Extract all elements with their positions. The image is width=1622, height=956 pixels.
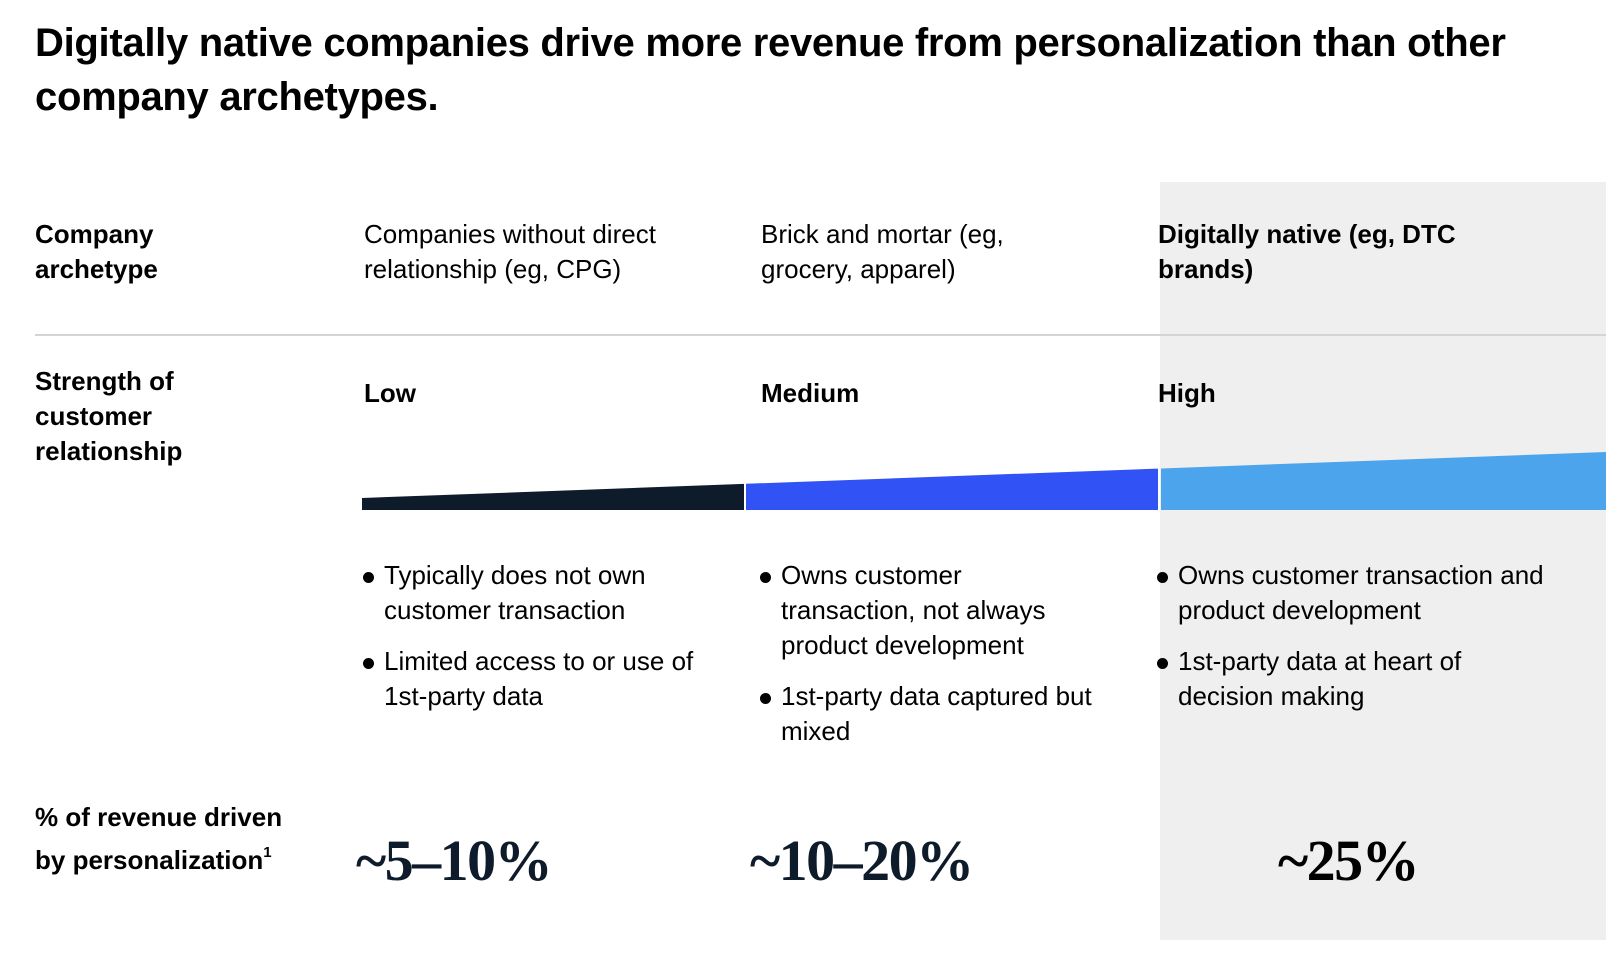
archetype-header-brick-mortar: Brick and mortar (eg, grocery, apparel) — [761, 219, 1004, 284]
wedge-segment-medium — [746, 468, 1158, 510]
revenue-value-brick-mortar: ~10–20% — [750, 828, 974, 893]
archetype-header-digitally-native: Digitally native (eg, DTC brands) — [1158, 219, 1456, 284]
strength-high: High — [1158, 378, 1216, 408]
bullet-list-digitally-native: Owns customer transaction and product de… — [1156, 558, 1556, 730]
strength-low: Low — [364, 378, 416, 408]
bullet-list-cpg: Typically does not own customer transact… — [362, 558, 702, 730]
revenue-value-cpg: ~5–10% — [356, 828, 553, 893]
revenue-value-digitally-native: ~25% — [1278, 828, 1420, 893]
bullet-item: 1st-party data at heart of decision maki… — [1156, 644, 1556, 714]
chart-title: Digitally native companies drive more re… — [35, 21, 1506, 119]
bullet-item: Owns customer transaction, not always pr… — [759, 558, 1099, 663]
strength-medium: Medium — [761, 378, 860, 408]
row-label-strength: Strength of customer relationship — [35, 366, 183, 466]
row-label-revenue-text: % of revenue driven by personalization — [35, 802, 283, 875]
bullet-item: Owns customer transaction and product de… — [1156, 558, 1556, 628]
archetype-header-cpg: Companies without direct relationship (e… — [364, 219, 656, 284]
row-label-company-archetype: Company archetype — [35, 219, 158, 284]
highlight-panel-digitally-native — [1160, 182, 1606, 940]
bullet-list-brick-mortar: Owns customer transaction, not always pr… — [759, 558, 1099, 765]
footnote-marker: 1 — [263, 844, 272, 861]
bullet-item: Limited access to or use of 1st-party da… — [362, 644, 702, 714]
row-label-revenue: % of revenue driven by personalization1 — [35, 800, 295, 878]
bullet-item: 1st-party data captured but mixed — [759, 679, 1099, 749]
bullet-item: Typically does not own customer transact… — [362, 558, 702, 628]
header-divider — [35, 334, 1606, 336]
wedge-segment-low — [362, 483, 744, 510]
